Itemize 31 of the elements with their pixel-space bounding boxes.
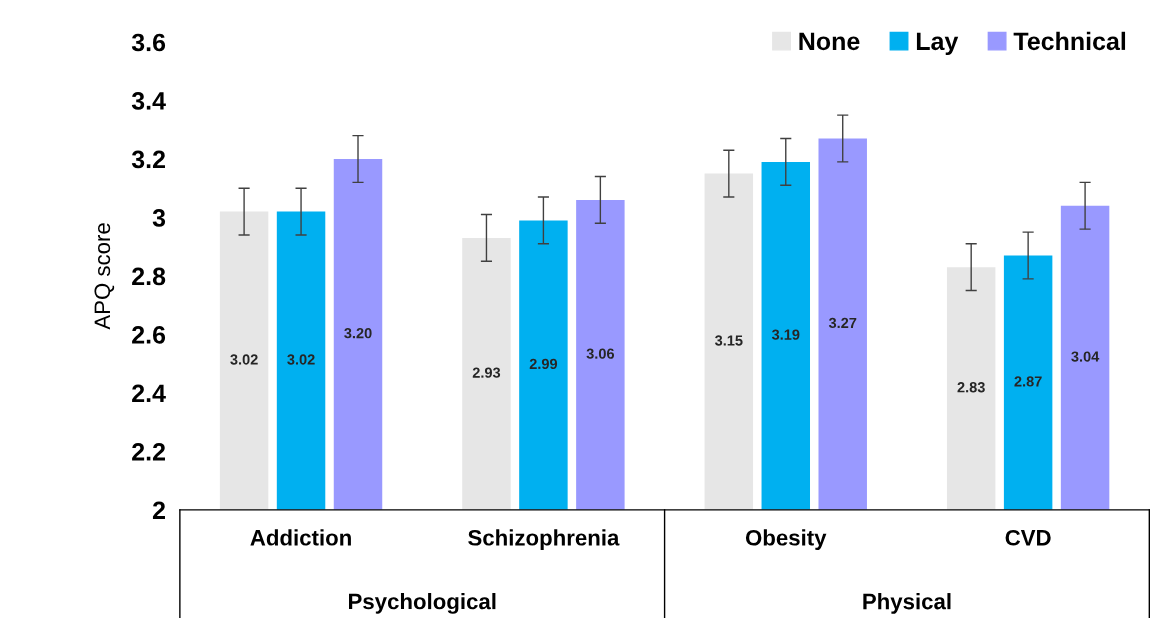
legend-label: Lay: [916, 32, 959, 56]
y-tick-label: 3.2: [131, 150, 165, 169]
y-tick-label: 2: [152, 501, 165, 519]
data-label: 2.83: [957, 382, 985, 393]
data-label: 3.04: [1071, 351, 1100, 362]
data-label: 3.19: [771, 329, 800, 340]
x-tick-label: Addiction: [250, 529, 351, 546]
data-label: 3.02: [230, 354, 258, 365]
data-label: 2.99: [529, 358, 558, 370]
text: Psychological: [349, 593, 496, 614]
y-tick-label: 3.6: [131, 33, 166, 52]
y-tick-label: 3: [152, 209, 166, 227]
x-tick-label: CVD: [1005, 529, 1051, 546]
y-tick-label: 3.4: [131, 92, 166, 110]
y-tick-label: 2.2: [132, 442, 165, 461]
y-tick-label: 2.8: [132, 267, 166, 286]
y-tick-label: 2.6: [132, 326, 166, 344]
text: Physical: [863, 593, 951, 614]
data-label: 2.87: [1014, 376, 1042, 387]
legend-label: Technical: [1013, 31, 1126, 51]
x-tick-label: Obesity: [745, 529, 827, 551]
data-label: 3.02: [287, 354, 315, 365]
x-tick-label: Schizophrenia: [468, 529, 620, 551]
data-label: 3.27: [828, 317, 857, 329]
data-label: 3.06: [586, 348, 615, 359]
y-axis-title: APQ score: [94, 223, 115, 330]
legend-label: None: [799, 32, 860, 51]
data-label: 3.20: [344, 328, 372, 339]
data-label: 2.93: [472, 367, 501, 378]
data-label: 3.15: [714, 335, 743, 346]
y-tick-label: 2.4: [132, 384, 166, 402]
